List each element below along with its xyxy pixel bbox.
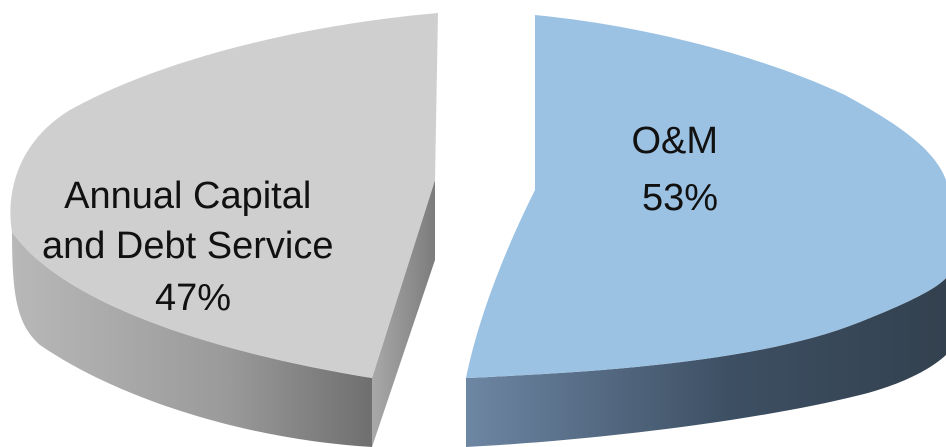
slice-om-percent: 53%: [642, 177, 718, 219]
slice-capital-top: [10, 13, 439, 378]
slice-om-side: [466, 278, 946, 447]
slice-om-name: O&M: [631, 120, 718, 162]
slice-capital-cut-face: [372, 180, 435, 447]
slice-capital-side: [12, 232, 372, 447]
slice-capital-percent: 47%: [155, 277, 231, 319]
slice-om-top: [466, 15, 946, 378]
slice-om: O&M 53%: [466, 15, 946, 447]
slice-om-label: O&M 53%: [631, 120, 728, 219]
slice-capital-name-line-2: and Debt Service: [42, 225, 334, 267]
slice-capital-name-line-1: Annual Capital: [64, 175, 311, 217]
slice-capital-label: Annual Capital and Debt Service 47%: [42, 175, 344, 319]
slice-capital: Annual Capital and Debt Service 47%: [10, 13, 439, 447]
